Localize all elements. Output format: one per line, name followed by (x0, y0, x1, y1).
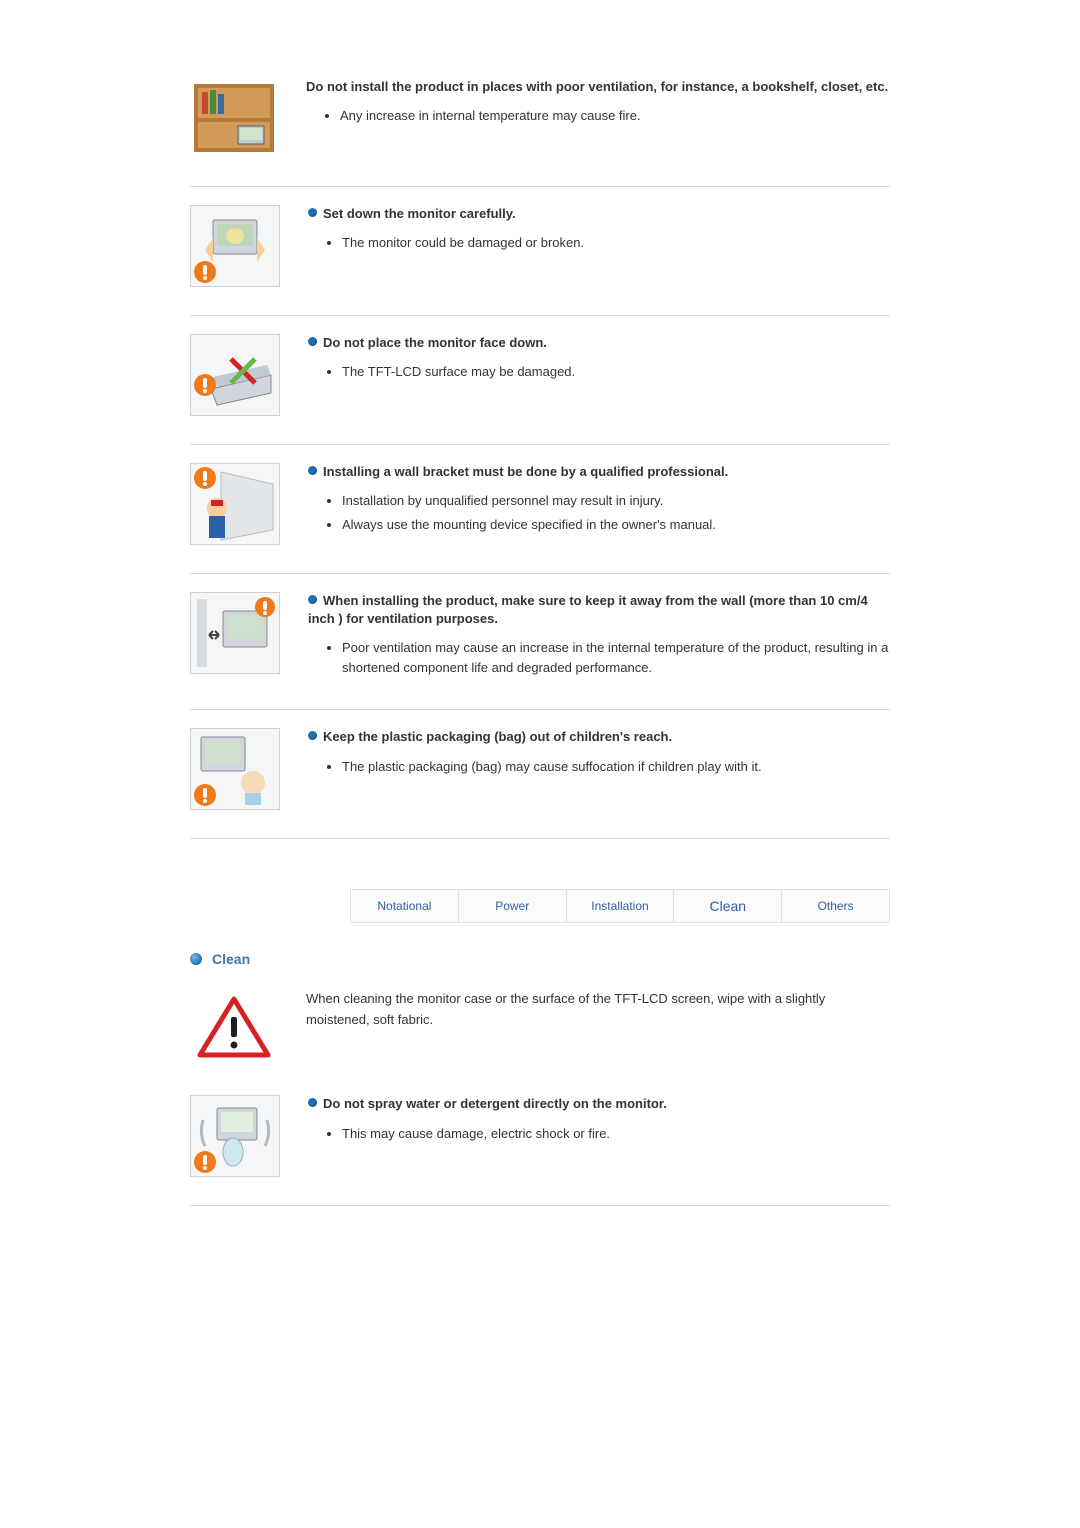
bullet-dot-icon (308, 1098, 317, 1107)
instruction-item: When cleaning the monitor case or the su… (190, 971, 890, 1077)
bullet-dot-icon (308, 466, 317, 475)
instruction-content: Do not place the monitor face down. The … (308, 334, 890, 386)
instruction-bullets: Any increase in internal temperature may… (306, 106, 890, 126)
instruction-content: Keep the plastic packaging (bag) out of … (308, 728, 890, 780)
tab-installation[interactable]: Installation (567, 890, 675, 922)
instruction-heading: Keep the plastic packaging (bag) out of … (308, 728, 890, 746)
bullet-item: Poor ventilation may cause an increase i… (342, 638, 890, 677)
heading-text: When installing the product, make sure t… (308, 593, 868, 626)
instruction-content: Set down the monitor carefully. The moni… (308, 205, 890, 257)
heading-text: Installing a wall bracket must be done b… (323, 464, 728, 479)
instruction-heading: Do not spray water or detergent directly… (308, 1095, 890, 1113)
instruction-item: Installing a wall bracket must be done b… (190, 445, 890, 574)
heading-text: Do not spray water or detergent directly… (323, 1096, 667, 1111)
instruction-thumb (190, 205, 280, 287)
bullet-dot-icon (308, 595, 317, 604)
tab-power[interactable]: Power (459, 890, 567, 922)
bullet-item: Installation by unqualified personnel ma… (342, 491, 890, 511)
bullet-dot-icon (308, 208, 317, 217)
instruction-content: Installing a wall bracket must be done b… (308, 463, 890, 538)
tab-others[interactable]: Others (782, 890, 889, 922)
instruction-item: Keep the plastic packaging (bag) out of … (190, 710, 890, 839)
section-header: Clean (190, 951, 890, 967)
instruction-bullets: This may cause damage, electric shock or… (308, 1124, 890, 1144)
instruction-bullets: The plastic packaging (bag) may cause su… (308, 757, 890, 777)
instruction-thumb (190, 728, 280, 810)
clean-intro-text: When cleaning the monitor case or the su… (306, 989, 890, 1031)
instruction-bullets: Installation by unqualified personnel ma… (308, 491, 890, 534)
instruction-item: Do not spray water or detergent directly… (190, 1077, 890, 1206)
instruction-heading: Set down the monitor carefully. (308, 205, 890, 223)
instruction-item: When installing the product, make sure t… (190, 574, 890, 710)
instruction-thumb (190, 334, 280, 416)
instruction-item: Do not place the monitor face down. The … (190, 316, 890, 445)
instruction-bullets: The TFT-LCD surface may be damaged. (308, 362, 890, 382)
instruction-thumb (190, 592, 280, 674)
instruction-heading: Do not place the monitor face down. (308, 334, 890, 352)
section-dot-icon (190, 953, 202, 965)
instruction-bullets: The monitor could be damaged or broken. (308, 233, 890, 253)
instruction-heading: Installing a wall bracket must be done b… (308, 463, 890, 481)
instruction-heading: Do not install the product in places wit… (306, 78, 890, 96)
heading-text: Keep the plastic packaging (bag) out of … (323, 729, 672, 744)
bullet-item: The monitor could be damaged or broken. (342, 233, 890, 253)
page-root: Do not install the product in places wit… (190, 0, 890, 1406)
tab-clean[interactable]: Clean (674, 890, 782, 922)
instruction-thumb (190, 78, 278, 158)
section-tabs: Notational Power Installation Clean Othe… (350, 889, 890, 923)
instruction-thumb (190, 463, 280, 545)
instruction-bullets: Poor ventilation may cause an increase i… (308, 638, 890, 677)
bullet-item: This may cause damage, electric shock or… (342, 1124, 890, 1144)
instruction-content: Do not spray water or detergent directly… (308, 1095, 890, 1147)
bullet-item: Always use the mounting device specified… (342, 515, 890, 535)
heading-text: Set down the monitor carefully. (323, 206, 516, 221)
bullet-item: Any increase in internal temperature may… (340, 106, 890, 126)
instruction-item: Set down the monitor carefully. The moni… (190, 187, 890, 316)
bullet-dot-icon (308, 337, 317, 346)
instruction-content: Do not install the product in places wit… (306, 78, 890, 130)
instruction-content: When installing the product, make sure t… (308, 592, 890, 681)
warning-thumb (190, 989, 278, 1069)
instruction-heading: When installing the product, make sure t… (308, 592, 890, 628)
bullet-dot-icon (308, 731, 317, 740)
instruction-item: Do not install the product in places wit… (190, 60, 890, 187)
instruction-thumb (190, 1095, 280, 1177)
section-title: Clean (212, 951, 250, 967)
heading-text: Do not place the monitor face down. (323, 335, 547, 350)
bullet-item: The plastic packaging (bag) may cause su… (342, 757, 890, 777)
bullet-item: The TFT-LCD surface may be damaged. (342, 362, 890, 382)
tab-notational[interactable]: Notational (351, 890, 459, 922)
